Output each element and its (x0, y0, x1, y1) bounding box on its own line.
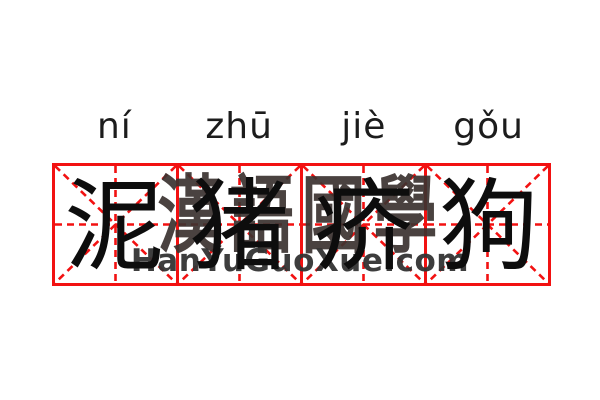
cell-guidelines (427, 166, 548, 283)
cell-guidelines (55, 166, 176, 283)
cell-guidelines (179, 166, 300, 283)
pinyin-syllable-2: zhū (205, 106, 273, 147)
grid-cell-4 (427, 166, 548, 283)
grid-cell-1 (55, 166, 179, 283)
grid-cell-3 (303, 166, 427, 283)
pinyin-syllable-3: jiè (341, 106, 387, 147)
pinyin-syllable-1: ní (96, 106, 132, 147)
pinyin-syllable-4: gǒu (453, 106, 524, 147)
grid-cell-2 (179, 166, 303, 283)
tianzige-grid (52, 163, 551, 286)
cell-guidelines (303, 166, 424, 283)
pinyin-row: ní zhū jiè gǒu (52, 101, 551, 149)
